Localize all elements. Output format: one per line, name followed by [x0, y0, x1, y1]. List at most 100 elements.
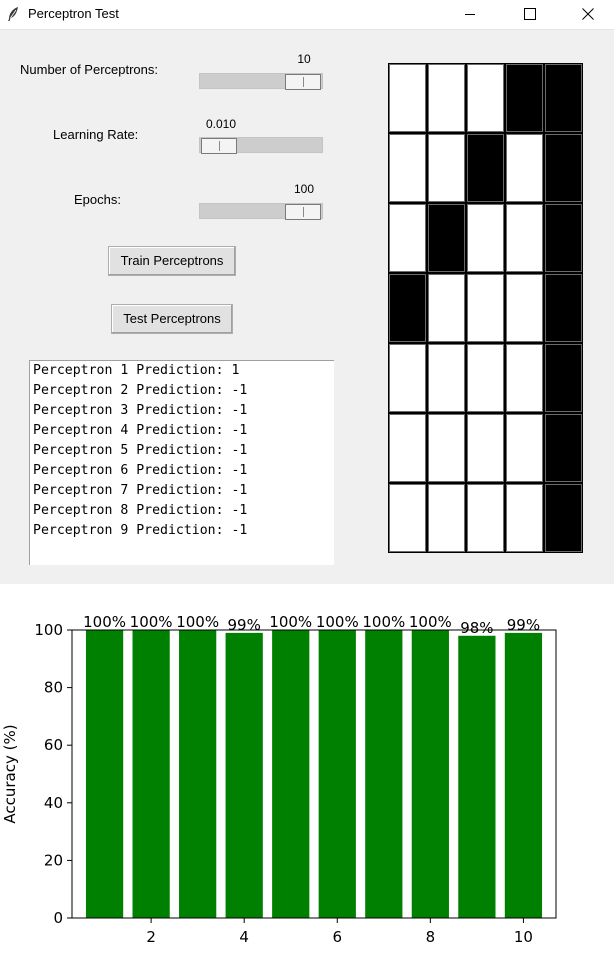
grid-cell[interactable]	[506, 274, 543, 342]
control-panel: Number of Perceptrons: 10 Learning Rate:…	[0, 30, 614, 584]
grid-cell[interactable]	[467, 414, 504, 482]
grid-cell[interactable]	[467, 204, 504, 272]
grid-cell[interactable]	[545, 484, 582, 552]
chart-bar	[411, 630, 449, 918]
epochs-slider[interactable]	[199, 203, 323, 220]
grid-cell[interactable]	[428, 204, 465, 272]
accuracy-bar-chart: 100% 100% 100% 99% 100% 100% 100% 100% 98% 99%020…	[1, 613, 557, 946]
grid-cell[interactable]	[467, 484, 504, 552]
bar-data-label: 100%	[83, 613, 126, 631]
learning-rate-slider[interactable]	[199, 137, 323, 154]
grid-cell[interactable]	[428, 414, 465, 482]
grid-cell[interactable]	[506, 414, 543, 482]
grid-cell[interactable]	[506, 64, 543, 132]
minimize-icon	[465, 14, 475, 15]
learning-rate-slider-thumb[interactable]	[201, 138, 237, 154]
prediction-line: Perceptron 6 Prediction: -1	[33, 463, 248, 478]
chart-bar	[365, 630, 403, 918]
chart-bar	[458, 635, 496, 918]
window-title: Perceptron Test	[28, 6, 119, 21]
grid-cell[interactable]	[506, 344, 543, 412]
x-tick-label: 4	[239, 928, 249, 946]
grid-cell[interactable]	[506, 204, 543, 272]
train-perceptrons-button[interactable]: Train Perceptrons	[108, 246, 236, 276]
perceptrons-slider[interactable]	[199, 73, 323, 90]
feather-icon	[6, 6, 20, 22]
grid-cell[interactable]	[545, 204, 582, 272]
chart-bar	[272, 630, 310, 918]
grid-cell[interactable]	[506, 134, 543, 202]
grid-cell[interactable]	[389, 484, 426, 552]
prediction-line: Perceptron 4 Prediction: -1	[33, 423, 248, 438]
accuracy-chart: 100% 100% 100% 99% 100% 100% 100% 100% 98% 99% 0 20…	[0, 584, 614, 953]
prediction-output-text[interactable]: Perceptron 1 Prediction: 1 Perceptron 2 P…	[29, 360, 334, 565]
grid-cell[interactable]	[545, 414, 582, 482]
epochs-slider-thumb[interactable]	[285, 204, 321, 220]
grid-cell[interactable]	[428, 344, 465, 412]
y-axis-label: Accuracy (%)	[1, 724, 19, 823]
pixel-grid	[388, 63, 583, 553]
close-icon	[582, 8, 594, 20]
bar-data-label: 100%	[362, 613, 405, 631]
grid-cell[interactable]	[467, 64, 504, 132]
x-tick-label: 8	[426, 928, 436, 946]
grid-cell[interactable]	[389, 134, 426, 202]
grid-cell[interactable]	[545, 64, 582, 132]
grid-cell[interactable]	[545, 344, 582, 412]
bar-data-label: 98%	[460, 619, 493, 637]
prediction-line: Perceptron 9 Prediction: -1	[33, 523, 248, 538]
y-tick-label: 0	[53, 909, 63, 927]
close-button[interactable]	[565, 0, 611, 29]
grid-cell[interactable]	[506, 484, 543, 552]
y-tick-label: 20	[44, 851, 63, 869]
bar-data-label: 99%	[228, 616, 261, 634]
epochs-value: 100	[293, 182, 315, 196]
prediction-line: Perceptron 5 Prediction: -1	[33, 443, 248, 458]
y-tick-label: 60	[44, 736, 63, 754]
title-bar[interactable]: Perceptron Test	[0, 0, 614, 30]
grid-cell[interactable]	[389, 204, 426, 272]
grid-cell[interactable]	[545, 134, 582, 202]
test-perceptrons-button[interactable]: Test Perceptrons	[111, 304, 233, 334]
grid-cell[interactable]	[428, 134, 465, 202]
grid-cell[interactable]	[428, 64, 465, 132]
chart-bar	[318, 630, 356, 918]
grid-cell[interactable]	[467, 274, 504, 342]
perceptrons-label: Number of Perceptrons:	[20, 62, 159, 77]
grid-cell[interactable]	[389, 64, 426, 132]
grid-cell[interactable]	[389, 414, 426, 482]
y-tick-label: 100	[34, 621, 63, 639]
perceptrons-value: 10	[297, 52, 311, 66]
grid-cell[interactable]	[545, 274, 582, 342]
bar-data-label: 100%	[409, 613, 452, 631]
grid-cell[interactable]	[467, 134, 504, 202]
maximize-button[interactable]	[507, 0, 553, 29]
chart-bar	[225, 632, 263, 918]
grid-cell[interactable]	[389, 274, 426, 342]
grid-cell[interactable]	[428, 484, 465, 552]
learning-rate-value: 0.010	[205, 117, 237, 131]
learning-rate-label: Learning Rate:	[53, 127, 139, 142]
bar-data-label: 100%	[176, 613, 219, 631]
bar-data-label: 99%	[507, 616, 540, 634]
grid-cell[interactable]	[389, 344, 426, 412]
prediction-line: Perceptron 3 Prediction: -1	[33, 403, 248, 418]
chart-bar	[179, 630, 217, 918]
grid-cell[interactable]	[428, 274, 465, 342]
minimize-button[interactable]	[447, 0, 493, 29]
plot-frame	[71, 629, 557, 919]
y-tick-label: 80	[44, 679, 63, 697]
epochs-label: Epochs:	[74, 192, 121, 207]
x-tick-label: 6	[332, 928, 342, 946]
perceptrons-slider-thumb[interactable]	[285, 74, 321, 90]
x-tick-label: 2	[146, 928, 156, 946]
prediction-line: Perceptron 1 Prediction: 1	[33, 363, 240, 378]
x-tick-label: 10	[514, 928, 533, 946]
prediction-line: Perceptron 2 Prediction: -1	[33, 383, 248, 398]
chart-bar	[504, 632, 543, 918]
maximize-icon	[524, 8, 536, 20]
bar-data-label: 100%	[130, 613, 173, 631]
grid-cell[interactable]	[467, 344, 504, 412]
chart-bar	[132, 630, 170, 918]
prediction-line: Perceptron 8 Prediction: -1	[33, 503, 248, 518]
